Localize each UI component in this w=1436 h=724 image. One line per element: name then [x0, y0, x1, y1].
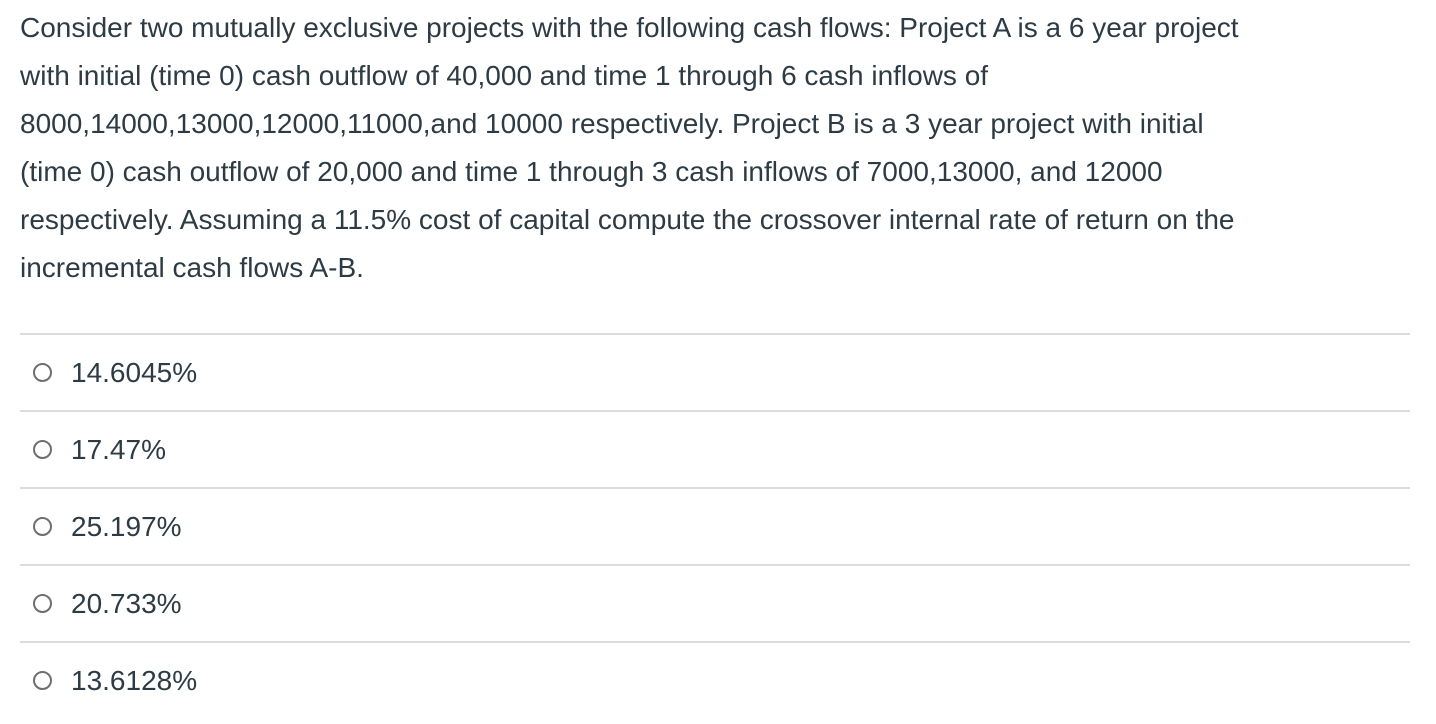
question-line: 8000,14000,13000,12000,11000,and 10000 r… [20, 108, 1204, 139]
answer-option-label: 20.733% [71, 587, 182, 619]
answer-option-label: 25.197% [71, 510, 182, 542]
question-text: Consider two mutually exclusive projects… [0, 0, 1436, 292]
question-line: Consider two mutually exclusive projects… [20, 12, 1239, 43]
answer-option[interactable]: 25.197% [20, 487, 1410, 564]
question-line: respectively. Assuming a 11.5% cost of c… [20, 204, 1235, 235]
answer-options-list: 14.6045% 17.47% 25.197% 20.733% 13.6128% [20, 333, 1410, 718]
radio-button-icon[interactable] [33, 363, 52, 382]
answer-option-label: 14.6045% [71, 356, 198, 388]
answer-option-label: 13.6128% [71, 664, 198, 696]
question-line: (time 0) cash outflow of 20,000 and time… [20, 156, 1163, 187]
answer-option[interactable]: 20.733% [20, 564, 1410, 641]
question-line: incremental cash flows A-B. [20, 252, 364, 283]
question-line: with initial (time 0) cash outflow of 40… [20, 60, 989, 91]
answer-option[interactable]: 17.47% [20, 410, 1410, 487]
radio-button-icon[interactable] [33, 671, 52, 690]
radio-button-icon[interactable] [33, 594, 52, 613]
radio-button-icon[interactable] [33, 440, 52, 459]
radio-button-icon[interactable] [33, 517, 52, 536]
answer-option[interactable]: 13.6128% [20, 641, 1410, 718]
answer-option[interactable]: 14.6045% [20, 333, 1410, 410]
answer-option-label: 17.47% [71, 433, 166, 465]
